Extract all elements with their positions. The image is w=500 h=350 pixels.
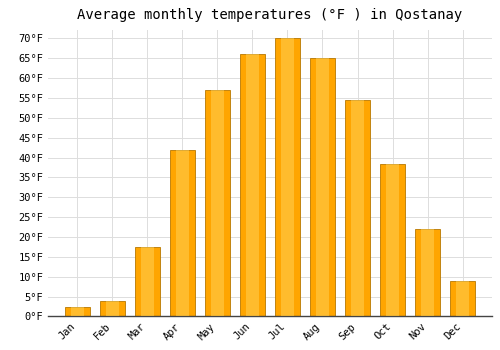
Bar: [450, 281, 475, 316]
Bar: [205, 90, 230, 316]
Bar: [415, 229, 440, 316]
Bar: [246, 54, 258, 316]
Bar: [456, 281, 469, 316]
Bar: [316, 58, 329, 316]
Bar: [310, 58, 335, 316]
Bar: [380, 163, 405, 316]
Bar: [170, 149, 195, 316]
Title: Average monthly temperatures (°F ) in Qostanay: Average monthly temperatures (°F ) in Qo…: [78, 8, 462, 22]
Bar: [422, 229, 434, 316]
Bar: [281, 38, 294, 316]
Bar: [106, 301, 118, 316]
Bar: [386, 163, 399, 316]
Bar: [100, 301, 125, 316]
Bar: [240, 54, 265, 316]
Bar: [141, 247, 154, 316]
Bar: [211, 90, 224, 316]
Bar: [351, 100, 364, 316]
Bar: [176, 149, 188, 316]
Bar: [134, 247, 160, 316]
Bar: [345, 100, 370, 316]
Bar: [275, 38, 300, 316]
Bar: [71, 307, 84, 316]
Bar: [64, 307, 90, 316]
